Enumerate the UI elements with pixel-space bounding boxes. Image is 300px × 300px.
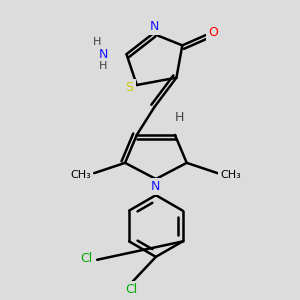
Text: Cl: Cl — [125, 283, 137, 296]
Text: O: O — [208, 26, 218, 39]
Text: H: H — [99, 61, 107, 71]
Text: N: N — [150, 20, 159, 33]
Text: N: N — [98, 48, 108, 61]
Text: N: N — [151, 180, 160, 193]
Text: H: H — [175, 111, 184, 124]
Text: CH₃: CH₃ — [220, 169, 241, 180]
Text: S: S — [125, 82, 134, 94]
Text: H: H — [93, 38, 101, 47]
Text: CH₃: CH₃ — [70, 169, 92, 180]
Text: Cl: Cl — [81, 252, 93, 265]
